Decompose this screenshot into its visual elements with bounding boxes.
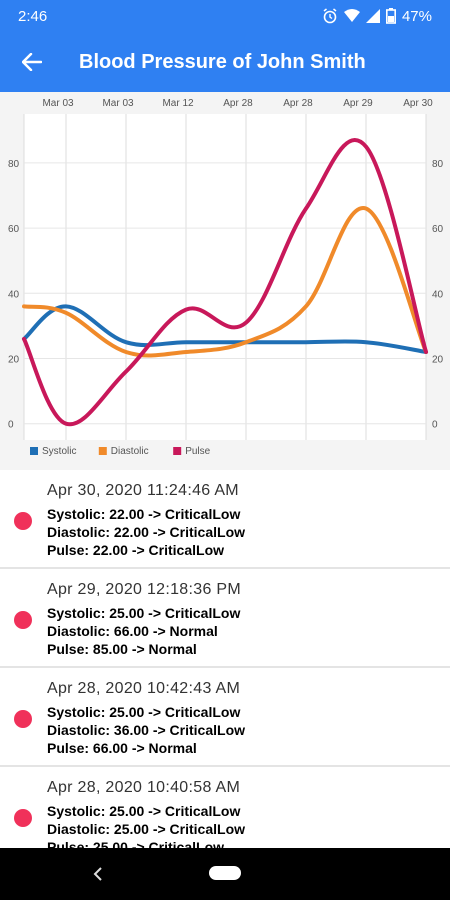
record-diastolic: Diastolic: 22.00 -> CriticalLow (47, 524, 246, 540)
blood-pressure-chart[interactable]: Apr 30 Apr 29 Apr 28 Apr 28 Mar 12 Mar 03 Mar … (0, 92, 450, 470)
y-tick-label-left: 80 (8, 159, 20, 170)
record-item[interactable]: Apr 28, 2020 10:42:43 AM Systolic: 25.00… (0, 668, 450, 767)
y-tick-label-right: 60 (432, 224, 444, 235)
record-systolic: Systolic: 25.00 -> CriticalLow (47, 605, 241, 621)
x-tick-label: Apr 28 (223, 98, 253, 109)
nav-home-button[interactable] (209, 866, 241, 880)
series-line-diastolic (22, 206, 428, 358)
series-line-systolic (22, 304, 428, 354)
status-dot (14, 710, 32, 728)
record-date: Apr 29, 2020 12:18:36 PM (47, 581, 241, 598)
app-bar: Blood Pressure of John Smith (0, 32, 450, 92)
record-diastolic: Diastolic: 36.00 -> CriticalLow (47, 722, 246, 738)
y-tick-label-right: 20 (432, 355, 444, 366)
line-chart-svg: Apr 30 Apr 29 Apr 28 Apr 28 Mar 12 Mar 03 Mar … (8, 98, 444, 457)
wifi-icon (343, 9, 360, 22)
record-item[interactable]: Apr 28, 2020 10:40:58 AM Systolic: 25.00… (0, 767, 450, 848)
page-title: Blood Pressure of John Smith (79, 50, 366, 73)
records-list[interactable]: Apr 30, 2020 11:24:46 AM Systolic: 22.00… (0, 470, 450, 848)
x-tick-label: Mar 12 (162, 98, 194, 109)
x-tick-label: Apr 30 (403, 98, 433, 109)
record-date: Apr 30, 2020 11:24:46 AM (47, 482, 239, 499)
record-date: Apr 28, 2020 10:40:58 AM (47, 779, 241, 796)
nav-back-icon (93, 867, 102, 881)
y-tick-label-right: 0 (432, 420, 438, 431)
record-systolic: Systolic: 25.00 -> CriticalLow (47, 704, 241, 720)
record-pulse: Pulse: 25.00 -> CriticalLow (47, 839, 225, 848)
y-tick-label-right: 80 (432, 159, 444, 170)
legend-label-diastolic: Diastolic (111, 446, 149, 457)
record-pulse: Pulse: 22.00 -> CriticalLow (47, 542, 225, 558)
status-bar: 2:46 47% (0, 0, 450, 32)
legend-label-pulse: Pulse (185, 446, 210, 457)
record-systolic: Systolic: 22.00 -> CriticalLow (47, 506, 241, 522)
legend-label-systolic: Systolic (42, 446, 76, 457)
y-tick-label-left: 0 (8, 420, 14, 431)
record-diastolic: Diastolic: 66.00 -> Normal (47, 623, 218, 639)
status-dot (14, 809, 32, 827)
nav-back-button[interactable] (88, 862, 108, 886)
record-pulse: Pulse: 85.00 -> Normal (47, 641, 197, 657)
status-dot (14, 512, 32, 530)
record-diastolic: Diastolic: 25.00 -> CriticalLow (47, 821, 246, 837)
y-tick-label-left: 20 (8, 355, 20, 366)
status-icons: 47% (322, 8, 432, 25)
arrow-left-icon (22, 53, 42, 71)
system-nav-bar (0, 848, 450, 900)
battery-percent: 47% (401, 7, 432, 25)
alarm-icon (323, 8, 337, 24)
y-tick-label-left: 40 (8, 289, 20, 300)
x-tick-label: Apr 29 (343, 98, 373, 109)
record-date: Apr 28, 2020 10:42:43 AM (47, 680, 241, 697)
plot-area (24, 114, 426, 440)
legend-swatch-pulse (173, 447, 182, 455)
back-button[interactable] (0, 32, 64, 92)
x-tick-label: Mar 03 (42, 98, 74, 109)
y-tick-label-left: 60 (8, 224, 20, 235)
series-line-pulse (22, 138, 428, 427)
battery-icon (385, 8, 396, 24)
x-tick-label: Apr 28 (283, 98, 313, 109)
status-dot (14, 611, 32, 629)
signal-icon (365, 9, 380, 23)
y-tick-label-right: 40 (432, 289, 444, 300)
legend-swatch-diastolic (98, 447, 107, 455)
record-item[interactable]: Apr 30, 2020 11:24:46 AM Systolic: 22.00… (0, 470, 450, 569)
legend-swatch-systolic (30, 447, 38, 455)
record-item[interactable]: Apr 29, 2020 12:18:36 PM Systolic: 25.00… (0, 569, 450, 668)
x-tick-label: Mar 03 (102, 98, 134, 109)
status-time: 2:46 (18, 7, 48, 25)
record-pulse: Pulse: 66.00 -> Normal (47, 740, 197, 756)
record-systolic: Systolic: 25.00 -> CriticalLow (47, 803, 241, 819)
